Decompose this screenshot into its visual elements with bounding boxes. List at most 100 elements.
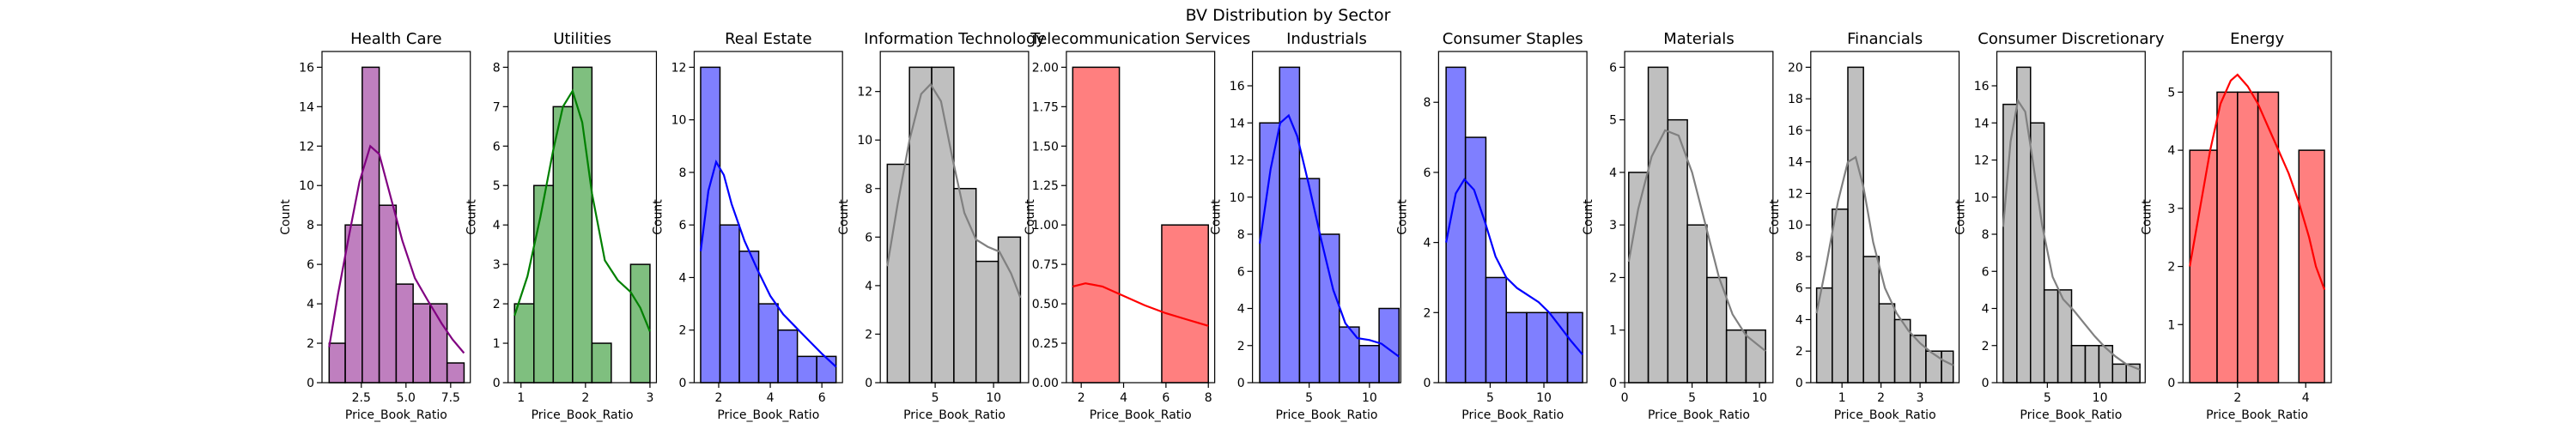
x-tick-label: 4 [2302, 391, 2310, 405]
x-tick-label: 1 [1838, 391, 1846, 405]
histogram-bar [1318, 233, 1340, 384]
y-tick-label: 4 [1795, 313, 1803, 327]
kde-line [328, 144, 465, 354]
histogram-bar [344, 224, 363, 384]
panel-title: Industrials [1286, 30, 1367, 48]
kde-line [2002, 98, 2141, 371]
y-tick-label: 14 [299, 100, 314, 114]
y-tick-label: 1.00 [1032, 219, 1059, 233]
panel-title: Materials [1663, 30, 1735, 48]
x-tick-label: 5 [1305, 391, 1313, 405]
histogram-bar [1485, 276, 1507, 384]
panel-title: Health Care [350, 30, 442, 48]
x-tick-label: 2 [715, 391, 723, 405]
axes-frame [693, 51, 843, 384]
histogram-bar [1298, 178, 1321, 384]
y-tick-label: 0 [1982, 377, 1990, 390]
histogram-bar [975, 260, 999, 384]
kde-line [1627, 129, 1766, 353]
histogram-bar [328, 342, 346, 384]
y-tick-label: 0 [493, 377, 501, 390]
panel-9: 5 10 0 2 4 6 8 10 12 14 16 Consumer Discretionary Pr… [1954, 30, 2165, 422]
histogram-bar [1925, 350, 1942, 384]
y-tick-label: 2 [1423, 306, 1431, 320]
y-tick-label: 2 [865, 328, 872, 341]
y-tick-label: 4 [679, 271, 687, 285]
panel-title: Consumer Staples [1443, 30, 1583, 48]
histogram-bar [1628, 172, 1649, 384]
x-tick-label: 10 [986, 391, 1001, 405]
y-tick-label: 18 [1788, 93, 1803, 106]
y-tick-label: 6 [1609, 61, 1617, 75]
y-tick-label: 16 [1788, 124, 1803, 138]
y-axis-label: Count [1395, 199, 1409, 235]
histogram-bar [1686, 224, 1708, 384]
x-tick-label: 5 [2044, 391, 2051, 405]
y-tick-label: 2 [1982, 340, 1990, 353]
kde-line [1072, 282, 1209, 327]
histogram-bar [1647, 66, 1669, 384]
axes-frame [879, 51, 1030, 384]
y-tick-label: 1.25 [1032, 179, 1059, 193]
y-tick-label: 8 [865, 183, 872, 196]
panel-title: Financials [1847, 30, 1923, 48]
x-tick-label: 10 [1752, 391, 1767, 405]
y-tick-label: 8 [1423, 96, 1431, 110]
kde-line [699, 159, 837, 368]
axes-frame [1437, 51, 1588, 384]
y-tick-label: 16 [1230, 80, 1245, 94]
panel-7: 0 5 10 0 1 2 3 4 5 6 Materials Price_Book_Ratio Coun… [1582, 30, 1774, 422]
histogram-bar [1847, 66, 1864, 384]
axes-frame [507, 51, 658, 384]
y-axis-label: Count [1954, 199, 1968, 235]
histogram-bar [395, 283, 414, 384]
histogram-bar [1706, 276, 1728, 384]
y-tick-label: 6 [493, 140, 501, 154]
histogram-bar [1072, 66, 1121, 384]
y-tick-label: 6 [1982, 265, 1990, 279]
x-tick-label: 3 [1917, 391, 1924, 405]
histogram-bar [1832, 208, 1849, 384]
x-tick-label: 2.5 [352, 391, 371, 405]
histogram-bar [908, 66, 933, 384]
x-axis-label: Price_Book_Ratio [1090, 408, 1192, 422]
x-tick-label: 5.0 [397, 391, 416, 405]
histogram-bar [2298, 149, 2325, 384]
y-tick-label: 8 [1795, 251, 1803, 264]
histogram-bar [2237, 91, 2259, 384]
y-tick-label: 4 [1423, 237, 1431, 251]
x-tick-label: 2 [1877, 391, 1885, 405]
y-tick-label: 14 [1788, 156, 1803, 170]
y-tick-label: 2 [493, 298, 501, 311]
y-tick-label: 6 [865, 231, 872, 245]
y-tick-label: 2 [1609, 271, 1617, 285]
y-tick-label: 4 [493, 219, 501, 233]
panel-title: Utilities [553, 30, 611, 48]
x-axis-label: Price_Book_Ratio [2020, 408, 2122, 422]
y-tick-label: 8 [1982, 228, 1990, 242]
histogram-bar [719, 224, 740, 384]
y-axis-label: Count [651, 199, 665, 235]
histogram-bar [1725, 329, 1747, 384]
x-tick-label: 8 [1205, 391, 1212, 405]
histogram-bar [777, 329, 799, 384]
histogram-bar [446, 362, 465, 384]
histogram-bar [953, 188, 977, 384]
kde-line [1815, 155, 1954, 366]
x-tick-label: 10 [1362, 391, 1377, 405]
histogram-bar [997, 236, 1022, 384]
histogram-bar [1667, 118, 1688, 384]
y-tick-label: 1 [493, 337, 501, 351]
y-tick-label: 14 [1230, 117, 1245, 130]
x-tick-label: 4 [1120, 391, 1127, 405]
histogram-bar [2257, 91, 2280, 384]
histogram-bar [2057, 289, 2073, 384]
y-tick-label: 5 [493, 179, 501, 193]
histogram-bar [1279, 66, 1301, 384]
y-axis-label: Count [1024, 199, 1037, 235]
y-tick-label: 12 [1974, 154, 1990, 168]
histogram-bar [1378, 307, 1400, 384]
kde-line [2189, 73, 2326, 290]
x-tick-label: 0 [1621, 391, 1629, 405]
